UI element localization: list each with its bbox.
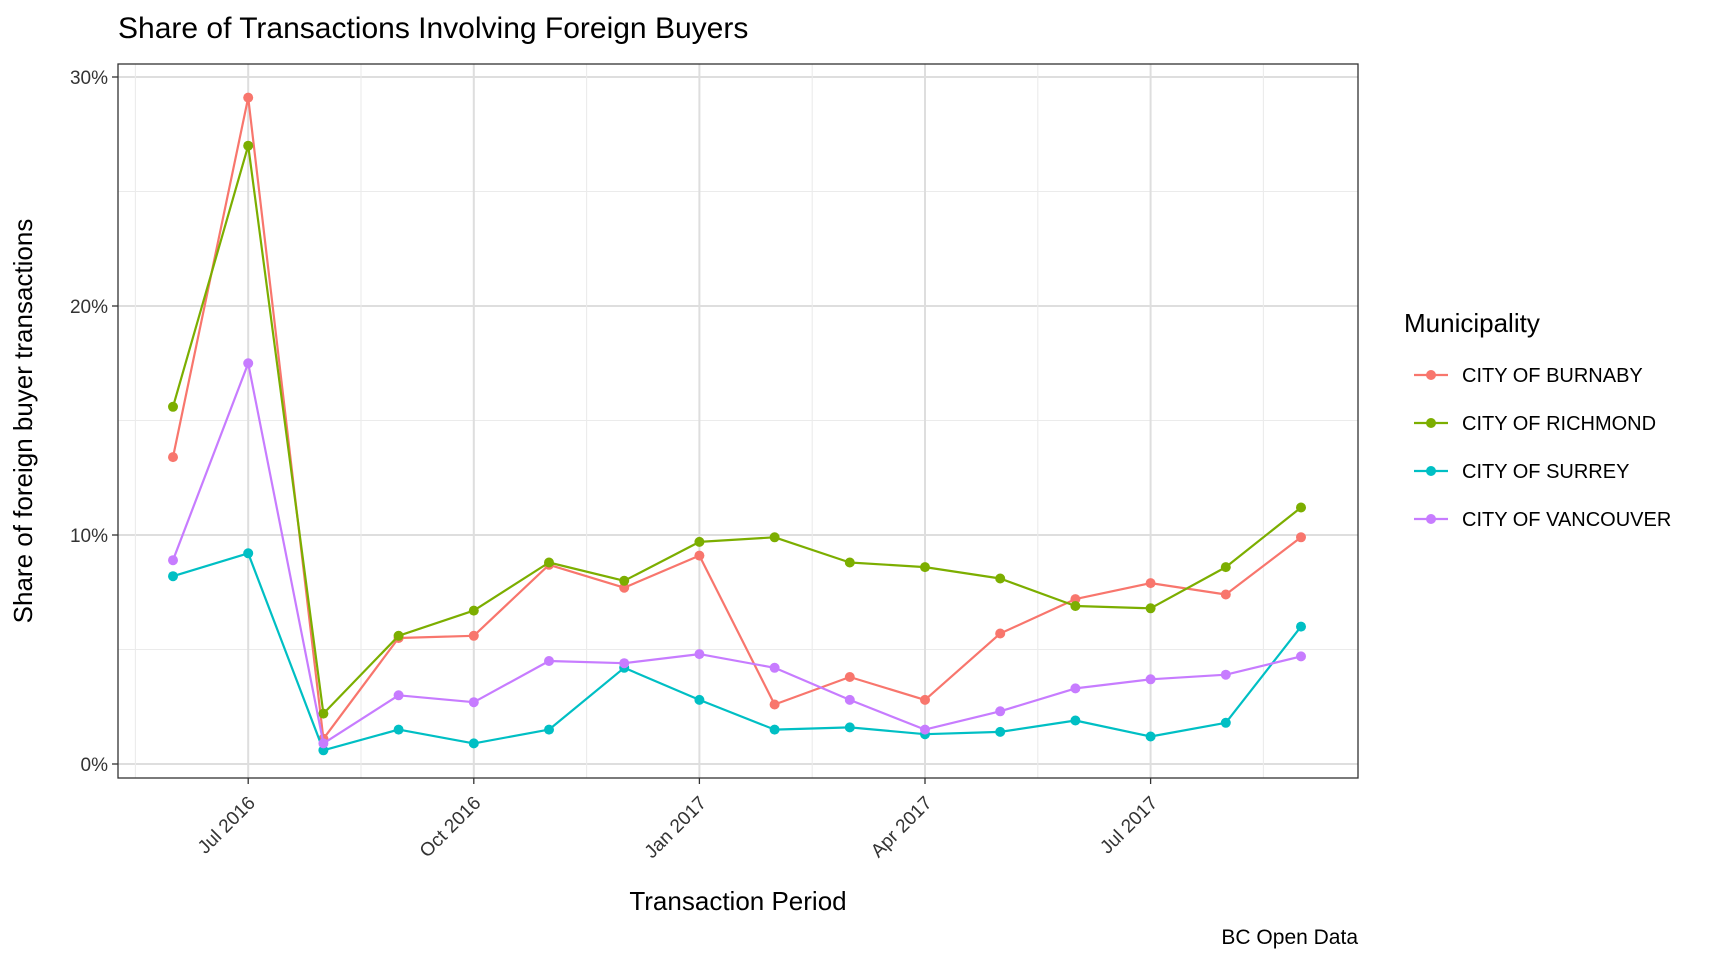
data-point [243, 92, 254, 103]
data-point [318, 745, 329, 756]
series-layer [168, 92, 1306, 756]
y-tick-label: 0% [81, 755, 109, 776]
x-tick-label: Jan 2017 [641, 793, 711, 863]
data-point [1145, 578, 1156, 589]
data-point [1145, 603, 1156, 614]
data-point [1296, 621, 1306, 632]
data-point [1070, 601, 1081, 611]
data-point [544, 724, 554, 735]
legend-key-point [1426, 370, 1436, 380]
data-point [168, 452, 178, 463]
legend-key-point [1426, 514, 1436, 524]
data-point [468, 697, 479, 708]
data-point [1220, 669, 1231, 680]
legend-item-city-of-richmond: CITY OF RICHMOND [1414, 413, 1656, 435]
data-point [468, 605, 479, 616]
data-point [995, 706, 1006, 717]
series-line [171, 96, 1302, 740]
data-point [844, 694, 855, 705]
data-point [694, 694, 705, 705]
data-point [920, 724, 930, 735]
data-point [243, 548, 254, 559]
legend-label: CITY OF SURREY [1462, 461, 1629, 483]
x-tick-label: Apr 2017 [867, 793, 936, 862]
data-point [168, 401, 178, 412]
data-point [1296, 651, 1306, 662]
plot-area [117, 63, 1359, 779]
data-point [1220, 589, 1231, 600]
data-point [1296, 502, 1306, 513]
data-point [1296, 532, 1306, 543]
series-city-of-vancouver [168, 358, 1306, 749]
data-point [393, 724, 404, 735]
series-line [171, 144, 1302, 715]
data-point [468, 630, 479, 641]
legend-label: CITY OF RICHMOND [1462, 413, 1656, 435]
data-point [544, 557, 554, 568]
x-tick-label: Jul 2017 [1096, 793, 1162, 859]
legend-label: CITY OF VANCOUVER [1462, 509, 1671, 531]
data-point [995, 726, 1006, 737]
y-axis: 0% 10% 20% 30% [70, 68, 118, 776]
data-point [844, 722, 855, 733]
x-axis-title: Transaction Period [629, 886, 846, 916]
data-point [844, 557, 855, 568]
data-point [844, 672, 855, 682]
legend-key-point [1426, 466, 1436, 476]
x-axis: Jul 2016 Oct 2016 Jan 2017 Apr 2017 Jul 2017 [194, 778, 1162, 863]
data-point [995, 628, 1006, 639]
data-point [544, 656, 554, 666]
data-point [1220, 562, 1231, 573]
data-point [393, 690, 404, 701]
series-line [172, 552, 1302, 752]
legend-item-city-of-burnaby: CITY OF BURNABY [1414, 365, 1643, 387]
data-point [1145, 674, 1156, 685]
data-point [318, 708, 329, 719]
legend-item-city-of-vancouver: CITY OF VANCOUVER [1414, 509, 1671, 531]
y-axis-title: Share of foreign buyer transactions [8, 219, 38, 624]
data-point [318, 738, 329, 749]
y-tick-label: 30% [70, 68, 108, 89]
data-point [1220, 717, 1231, 728]
y-tick-label: 20% [70, 297, 108, 318]
data-point [619, 658, 630, 669]
x-tick-label: Jul 2016 [194, 793, 260, 859]
caption: BC Open Data [1221, 926, 1358, 949]
legend-item-city-of-surrey: CITY OF SURREY [1414, 461, 1629, 483]
data-point [694, 536, 705, 547]
legend: Municipality CITY OF BURNABY CITY OF RICH… [1404, 308, 1671, 531]
data-point [694, 550, 705, 561]
data-point [769, 532, 780, 543]
y-tick-label: 10% [70, 526, 108, 547]
data-point [769, 724, 780, 735]
series-city-of-burnaby [168, 92, 1306, 744]
chart-title: Share of Transactions Involving Foreign … [118, 12, 748, 45]
data-point [920, 562, 930, 573]
data-point [243, 140, 254, 151]
data-point [168, 555, 178, 566]
data-point [619, 575, 630, 586]
data-point [995, 573, 1006, 584]
legend-title: Municipality [1404, 308, 1540, 338]
data-point [769, 662, 780, 673]
legend-label: CITY OF BURNABY [1462, 365, 1643, 387]
series-line [171, 362, 1302, 745]
series-city-of-richmond [168, 140, 1306, 719]
data-point [1145, 731, 1156, 742]
data-point [694, 649, 705, 660]
plot-border [117, 63, 1359, 779]
data-point [920, 694, 930, 705]
data-point [1070, 594, 1081, 605]
x-tick-label: Oct 2016 [416, 793, 485, 862]
data-point [243, 358, 254, 369]
data-point [393, 630, 404, 641]
data-point [769, 699, 780, 710]
data-point [1070, 683, 1081, 694]
data-point [168, 571, 178, 582]
legend-key-point [1426, 418, 1436, 428]
data-point [619, 582, 630, 593]
data-point [1070, 715, 1081, 726]
data-point [468, 738, 479, 749]
